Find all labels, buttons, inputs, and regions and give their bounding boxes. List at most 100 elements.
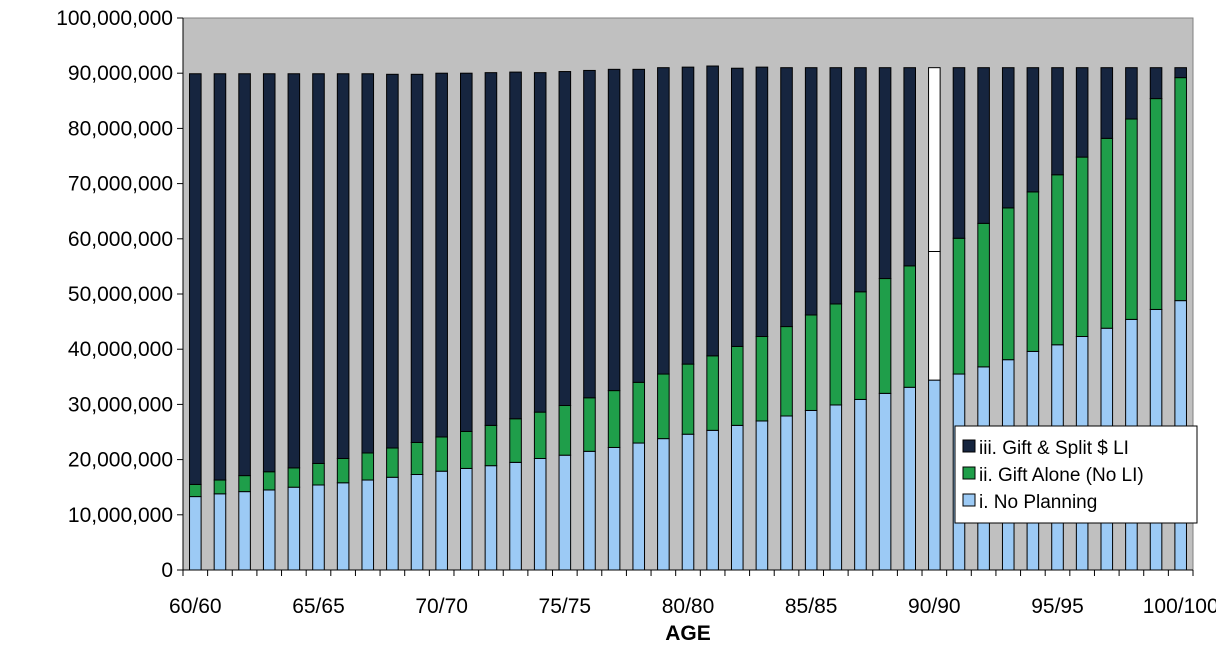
bar-segment-2 bbox=[681, 363, 695, 435]
bar-segment-1 bbox=[730, 424, 744, 571]
bar-segment-3 bbox=[1149, 67, 1163, 100]
bar-segment-3 bbox=[238, 73, 251, 477]
bar-segment-2 bbox=[1075, 156, 1089, 338]
bar-segment-3 bbox=[1001, 67, 1015, 209]
y-axis: 0 10,000,000 20,000,000 30,000,000 40,000,00… bbox=[56, 7, 184, 582]
bar-segment-2 bbox=[435, 436, 448, 472]
bar-segment-2 bbox=[780, 326, 793, 417]
legend-box bbox=[954, 425, 1198, 524]
x-tick-label: 70/70 bbox=[415, 595, 468, 618]
bar-segment-2 bbox=[410, 441, 424, 476]
bar-segment-2 bbox=[336, 457, 350, 484]
bar-segment-2 bbox=[533, 411, 547, 459]
bar-segment-1 bbox=[607, 446, 621, 571]
bar-segment-2 bbox=[361, 452, 375, 481]
bar-segment-3 bbox=[262, 73, 276, 473]
bar-segment-3 bbox=[632, 68, 646, 383]
bar-segment-2 bbox=[583, 397, 596, 452]
bar-segment-1 bbox=[533, 457, 547, 571]
bar-segment-3 bbox=[1125, 67, 1138, 120]
bar-segment-2 bbox=[977, 222, 990, 368]
bar-segment-3 bbox=[213, 73, 227, 481]
bar-segment-3 bbox=[361, 73, 375, 454]
bar-segment-3 bbox=[533, 72, 547, 413]
bar-segment-1 bbox=[681, 433, 695, 571]
y-tick-label: 20,000,000 bbox=[68, 449, 173, 472]
bar-segment-3 bbox=[878, 67, 892, 280]
bar-segment-1 bbox=[583, 450, 596, 571]
x-tick-label: 80/80 bbox=[662, 595, 715, 618]
bar-segment-3 bbox=[189, 73, 202, 485]
bar-segment-1 bbox=[804, 409, 818, 571]
bar-segment-2 bbox=[952, 237, 966, 375]
x-tick-label: 60/60 bbox=[169, 595, 222, 618]
legend-label: iii. Gift & Split $ LI bbox=[979, 438, 1129, 459]
bar-segment-3 bbox=[336, 73, 350, 459]
legend: iii. Gift & Split $ LI ii. Gift Alone (No… bbox=[954, 425, 1198, 524]
bar-segment-2 bbox=[607, 390, 621, 448]
x-axis-title: AGE bbox=[665, 622, 711, 645]
bar-segment-2 bbox=[854, 291, 867, 400]
y-tick-label: 50,000,000 bbox=[68, 283, 173, 306]
bar-segment-3 bbox=[583, 69, 596, 399]
bar-segment-2 bbox=[1149, 98, 1163, 310]
bar-segment-3 bbox=[1174, 67, 1187, 79]
bar-segment-1 bbox=[386, 476, 399, 571]
bar-segment-1 bbox=[854, 398, 867, 571]
legend-swatch bbox=[962, 493, 976, 507]
bar-segment-2 bbox=[238, 475, 251, 493]
x-tick-label: 100/100 bbox=[1143, 595, 1216, 618]
x-tick-label: 75/75 bbox=[539, 595, 592, 618]
bar-segment-2 bbox=[386, 447, 399, 478]
y-tick-label: 0 bbox=[161, 559, 173, 582]
bar-segment-2 bbox=[558, 405, 572, 456]
x-tick-label: 65/65 bbox=[292, 595, 345, 618]
bar-segment-2 bbox=[1174, 77, 1187, 302]
bar-segment-2 bbox=[804, 314, 818, 411]
bar-segment-1 bbox=[460, 467, 473, 571]
bar-segment-3 bbox=[312, 73, 325, 464]
legend-swatch bbox=[962, 439, 976, 453]
bar-segment-3 bbox=[780, 67, 793, 328]
bar-segment-1 bbox=[262, 489, 276, 571]
bar-segment-3 bbox=[706, 65, 719, 357]
y-tick-label: 80,000,000 bbox=[68, 117, 173, 140]
bar-segment-3 bbox=[977, 67, 990, 224]
bar-segment-1 bbox=[484, 465, 498, 571]
bar-segment-1 bbox=[509, 461, 522, 571]
bar-segment-3 bbox=[410, 73, 424, 443]
y-tick-label: 40,000,000 bbox=[68, 338, 173, 361]
bar-segment-2 bbox=[632, 381, 646, 444]
y-tick-label: 10,000,000 bbox=[68, 504, 173, 527]
bar-segment-1 bbox=[410, 474, 424, 571]
bar-segment-3 bbox=[928, 67, 941, 252]
bar-segment-1 bbox=[755, 420, 769, 571]
bar-segment-2 bbox=[928, 250, 941, 381]
bar-segment-2 bbox=[287, 467, 301, 488]
bar-segment-2 bbox=[1051, 174, 1064, 346]
legend-label: i. No Planning bbox=[979, 492, 1097, 513]
bar-segment-3 bbox=[287, 73, 301, 469]
bar-segment-3 bbox=[1051, 67, 1064, 176]
bar-segment-3 bbox=[460, 72, 473, 432]
bar-segment-3 bbox=[484, 72, 498, 426]
bar-segment-1 bbox=[189, 496, 202, 571]
bar-segment-1 bbox=[903, 386, 916, 571]
bar-segment-1 bbox=[878, 392, 892, 571]
bar-segment-2 bbox=[1125, 118, 1138, 320]
bar-segment-3 bbox=[829, 67, 843, 305]
bar-segment-1 bbox=[706, 429, 719, 571]
bar-segment-2 bbox=[460, 430, 473, 469]
bar-segment-1 bbox=[213, 493, 227, 571]
bar-segment-3 bbox=[681, 66, 695, 365]
bar-segment-1 bbox=[361, 479, 375, 571]
bar-segment-3 bbox=[854, 67, 867, 293]
bar-segment-3 bbox=[657, 67, 670, 375]
bar-segment-3 bbox=[607, 68, 621, 392]
bar-segment-1 bbox=[657, 438, 670, 571]
bar-segment-2 bbox=[262, 471, 276, 491]
bar-segment-1 bbox=[312, 484, 325, 571]
bar-segment-3 bbox=[1075, 67, 1089, 158]
bar-segment-3 bbox=[1100, 67, 1114, 139]
